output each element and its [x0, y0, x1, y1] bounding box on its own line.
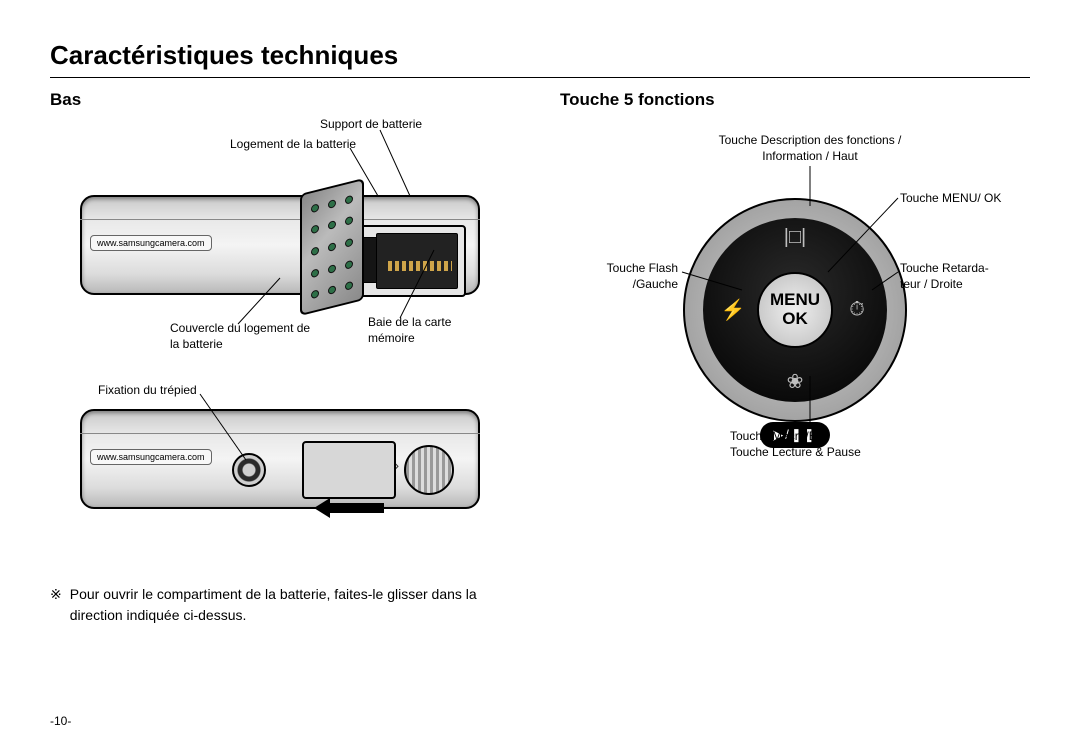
note-row: ※ Pour ouvrir le compartiment de la batt…	[50, 584, 520, 626]
macro-down-icon: ❀	[775, 369, 815, 394]
left-column: Bas www.samsungcamera.com Support de bat…	[50, 90, 520, 650]
label-battery-slot: Logement de la batterie	[230, 136, 356, 152]
tripod-socket-icon	[232, 453, 266, 487]
label-macro: Touche Macro/Bas	[730, 428, 829, 444]
label-menu-ok: Touche MENU/ OK	[900, 190, 1001, 206]
page-number: -10-	[50, 714, 71, 728]
right-column: Touche 5 fonctions |□| ⚡ ⏱ ❀ MENU OK ▶/❚…	[560, 90, 1030, 650]
flash-left-icon: ⚡	[713, 298, 753, 323]
camera-url-label-2: www.samsungcamera.com	[90, 449, 212, 465]
five-function-dial-diagram: |□| ⚡ ⏱ ❀ MENU OK ▶/❚❚	[665, 180, 925, 440]
info-up-icon: |□|	[775, 226, 815, 249]
label-battery-cover: Couvercle du logement de la batterie	[170, 320, 310, 352]
camera-bottom-closed-diagram: www.samsungcamera.com ▯ C€ ◈	[80, 394, 480, 524]
center-menu-text: MENU	[770, 291, 820, 310]
right-heading: Touche 5 fonctions	[560, 90, 1030, 110]
slide-arrow-icon	[314, 498, 384, 518]
camera-bottom-open-diagram: www.samsungcamera.com	[80, 180, 480, 310]
label-flash: Touche Flash /Gauche	[598, 260, 678, 292]
label-memory-bay: Baie de la carte mémoire	[368, 314, 451, 346]
note-bullet-icon: ※	[50, 584, 62, 626]
timer-right-icon: ⏱	[837, 299, 877, 322]
grip-icon	[404, 445, 454, 495]
battery-door	[300, 178, 364, 316]
label-up: Touche Description des fonctions / Infor…	[700, 132, 920, 164]
label-battery-support: Support de batterie	[320, 116, 422, 132]
page-title: Caractéristiques techniques	[50, 40, 1030, 78]
center-ok-text: OK	[782, 310, 808, 329]
left-heading: Bas	[50, 90, 520, 110]
label-timer: Touche Retarda- teur / Droite	[900, 260, 989, 292]
menu-ok-button: MENU OK	[757, 272, 833, 348]
note-text: Pour ouvrir le compartiment de la batter…	[70, 584, 520, 626]
camera-url-label: www.samsungcamera.com	[90, 235, 212, 251]
label-playpause: Touche Lecture & Pause	[730, 444, 861, 460]
